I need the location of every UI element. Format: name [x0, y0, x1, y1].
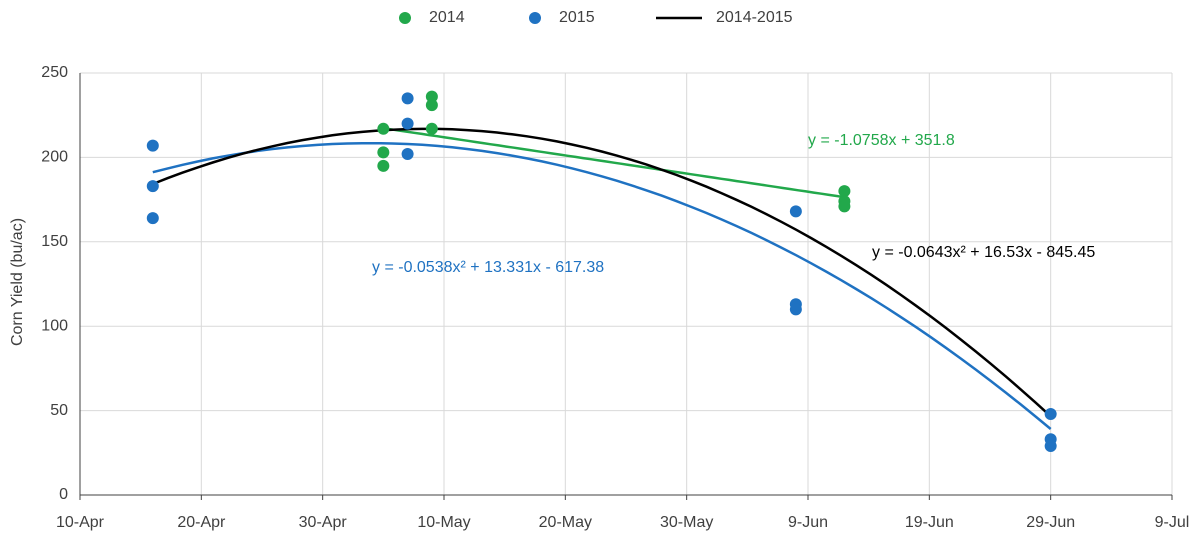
x-tick-label: 20-Apr — [177, 514, 226, 531]
y-axis-title: Corn Yield (bu/ac) — [9, 218, 26, 346]
y-tick-label: 100 — [41, 317, 68, 334]
x-tick-label: 20-May — [539, 514, 592, 531]
trendline-equation: y = -1.0758x + 351.8 — [808, 132, 955, 149]
y-tick-label: 50 — [50, 402, 68, 419]
point — [425, 122, 438, 135]
trendline — [152, 127, 1052, 418]
point — [425, 99, 438, 112]
point — [377, 146, 390, 159]
trendline — [152, 141, 1052, 430]
point — [789, 303, 802, 316]
legend-label: 2014 — [429, 9, 465, 26]
x-tick-label: 30-Apr — [299, 514, 348, 531]
x-tick-label: 10-May — [417, 514, 470, 531]
point — [838, 185, 851, 198]
point — [146, 139, 159, 152]
point — [401, 92, 414, 105]
y-tick-label: 250 — [41, 64, 68, 81]
point — [401, 148, 414, 161]
point — [401, 117, 414, 130]
point — [789, 205, 802, 218]
trendline-equation: y = -0.0538x² + 13.331x - 617.38 — [372, 259, 604, 276]
x-tick-label: 9-Jun — [788, 514, 828, 531]
x-tick-label: 30-May — [660, 514, 713, 531]
point — [838, 200, 851, 213]
y-tick-label: 200 — [41, 149, 68, 166]
point — [425, 90, 438, 103]
x-tick-label: 29-Jun — [1026, 514, 1075, 531]
trendline-equation: y = -0.0643x² + 16.53x - 845.45 — [872, 244, 1095, 261]
point — [377, 159, 390, 172]
legend-marker — [399, 12, 411, 24]
point — [146, 212, 159, 225]
legend-label: 2015 — [559, 9, 595, 26]
point — [1044, 407, 1057, 420]
point — [377, 122, 390, 135]
x-tick-label: 9-Jul — [1155, 514, 1190, 531]
y-tick-label: 0 — [59, 486, 68, 503]
trendline — [383, 126, 845, 199]
legend-marker — [529, 12, 541, 24]
y-tick-label: 150 — [41, 233, 68, 250]
point — [1044, 440, 1057, 453]
point — [146, 180, 159, 193]
x-tick-label: 10-Apr — [56, 514, 105, 531]
x-tick-label: 19-Jun — [905, 514, 954, 531]
legend-label: 2014-2015 — [716, 9, 793, 26]
